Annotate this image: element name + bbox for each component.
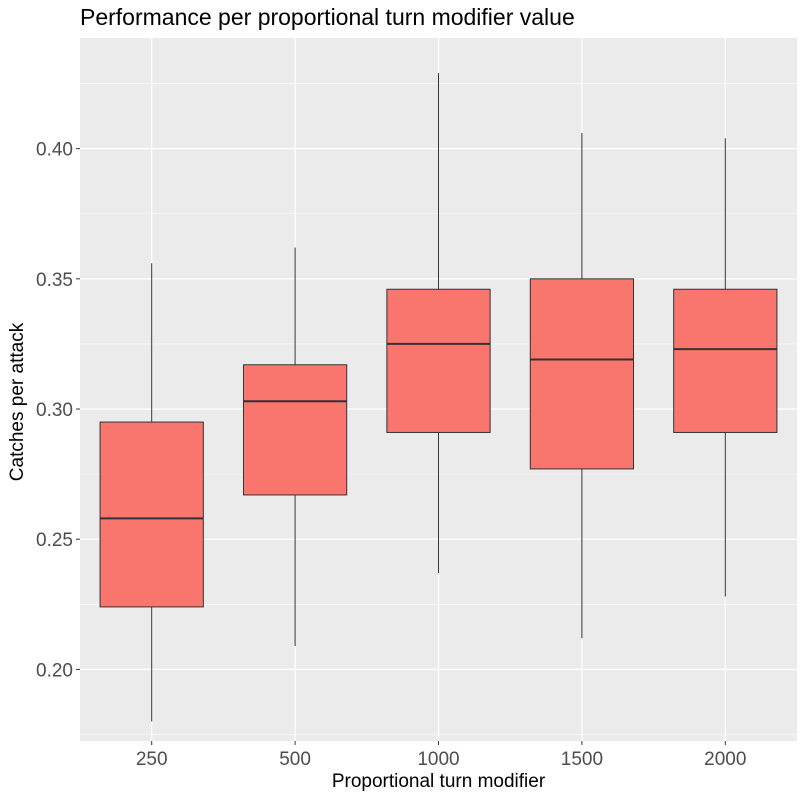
y-tick-label: 0.30 [36,400,73,421]
box-1000 [386,73,491,574]
x-tick-label: 1000 [417,749,459,770]
box-2000 [673,138,778,597]
y-tick-label: 0.25 [36,530,73,551]
box-iqr [673,288,778,433]
box-500 [242,247,348,646]
box-iqr [242,364,348,496]
x-axis-ticks: 250 500 1000 1500 2000 [136,741,746,770]
box-iqr [386,288,491,433]
chart-title: Performance per proportional turn modifi… [80,4,575,30]
box-250 [99,263,204,722]
y-tick-label: 0.20 [36,660,73,681]
box-1500 [529,133,635,639]
x-tick-label: 2000 [704,749,746,770]
x-axis-label: Proportional turn modifier [331,771,546,792]
x-tick-label: 1500 [561,749,603,770]
box-iqr [99,421,204,608]
y-axis-ticks: 0.20 0.25 0.30 0.35 0.40 [36,140,80,681]
x-tick-label: 500 [279,749,311,770]
y-tick-label: 0.40 [36,140,73,161]
box-series [99,73,778,722]
y-tick-label: 0.35 [36,270,73,291]
y-axis-label: Catches per attack [7,322,28,482]
x-tick-label: 250 [136,749,168,770]
box-iqr [529,278,635,470]
